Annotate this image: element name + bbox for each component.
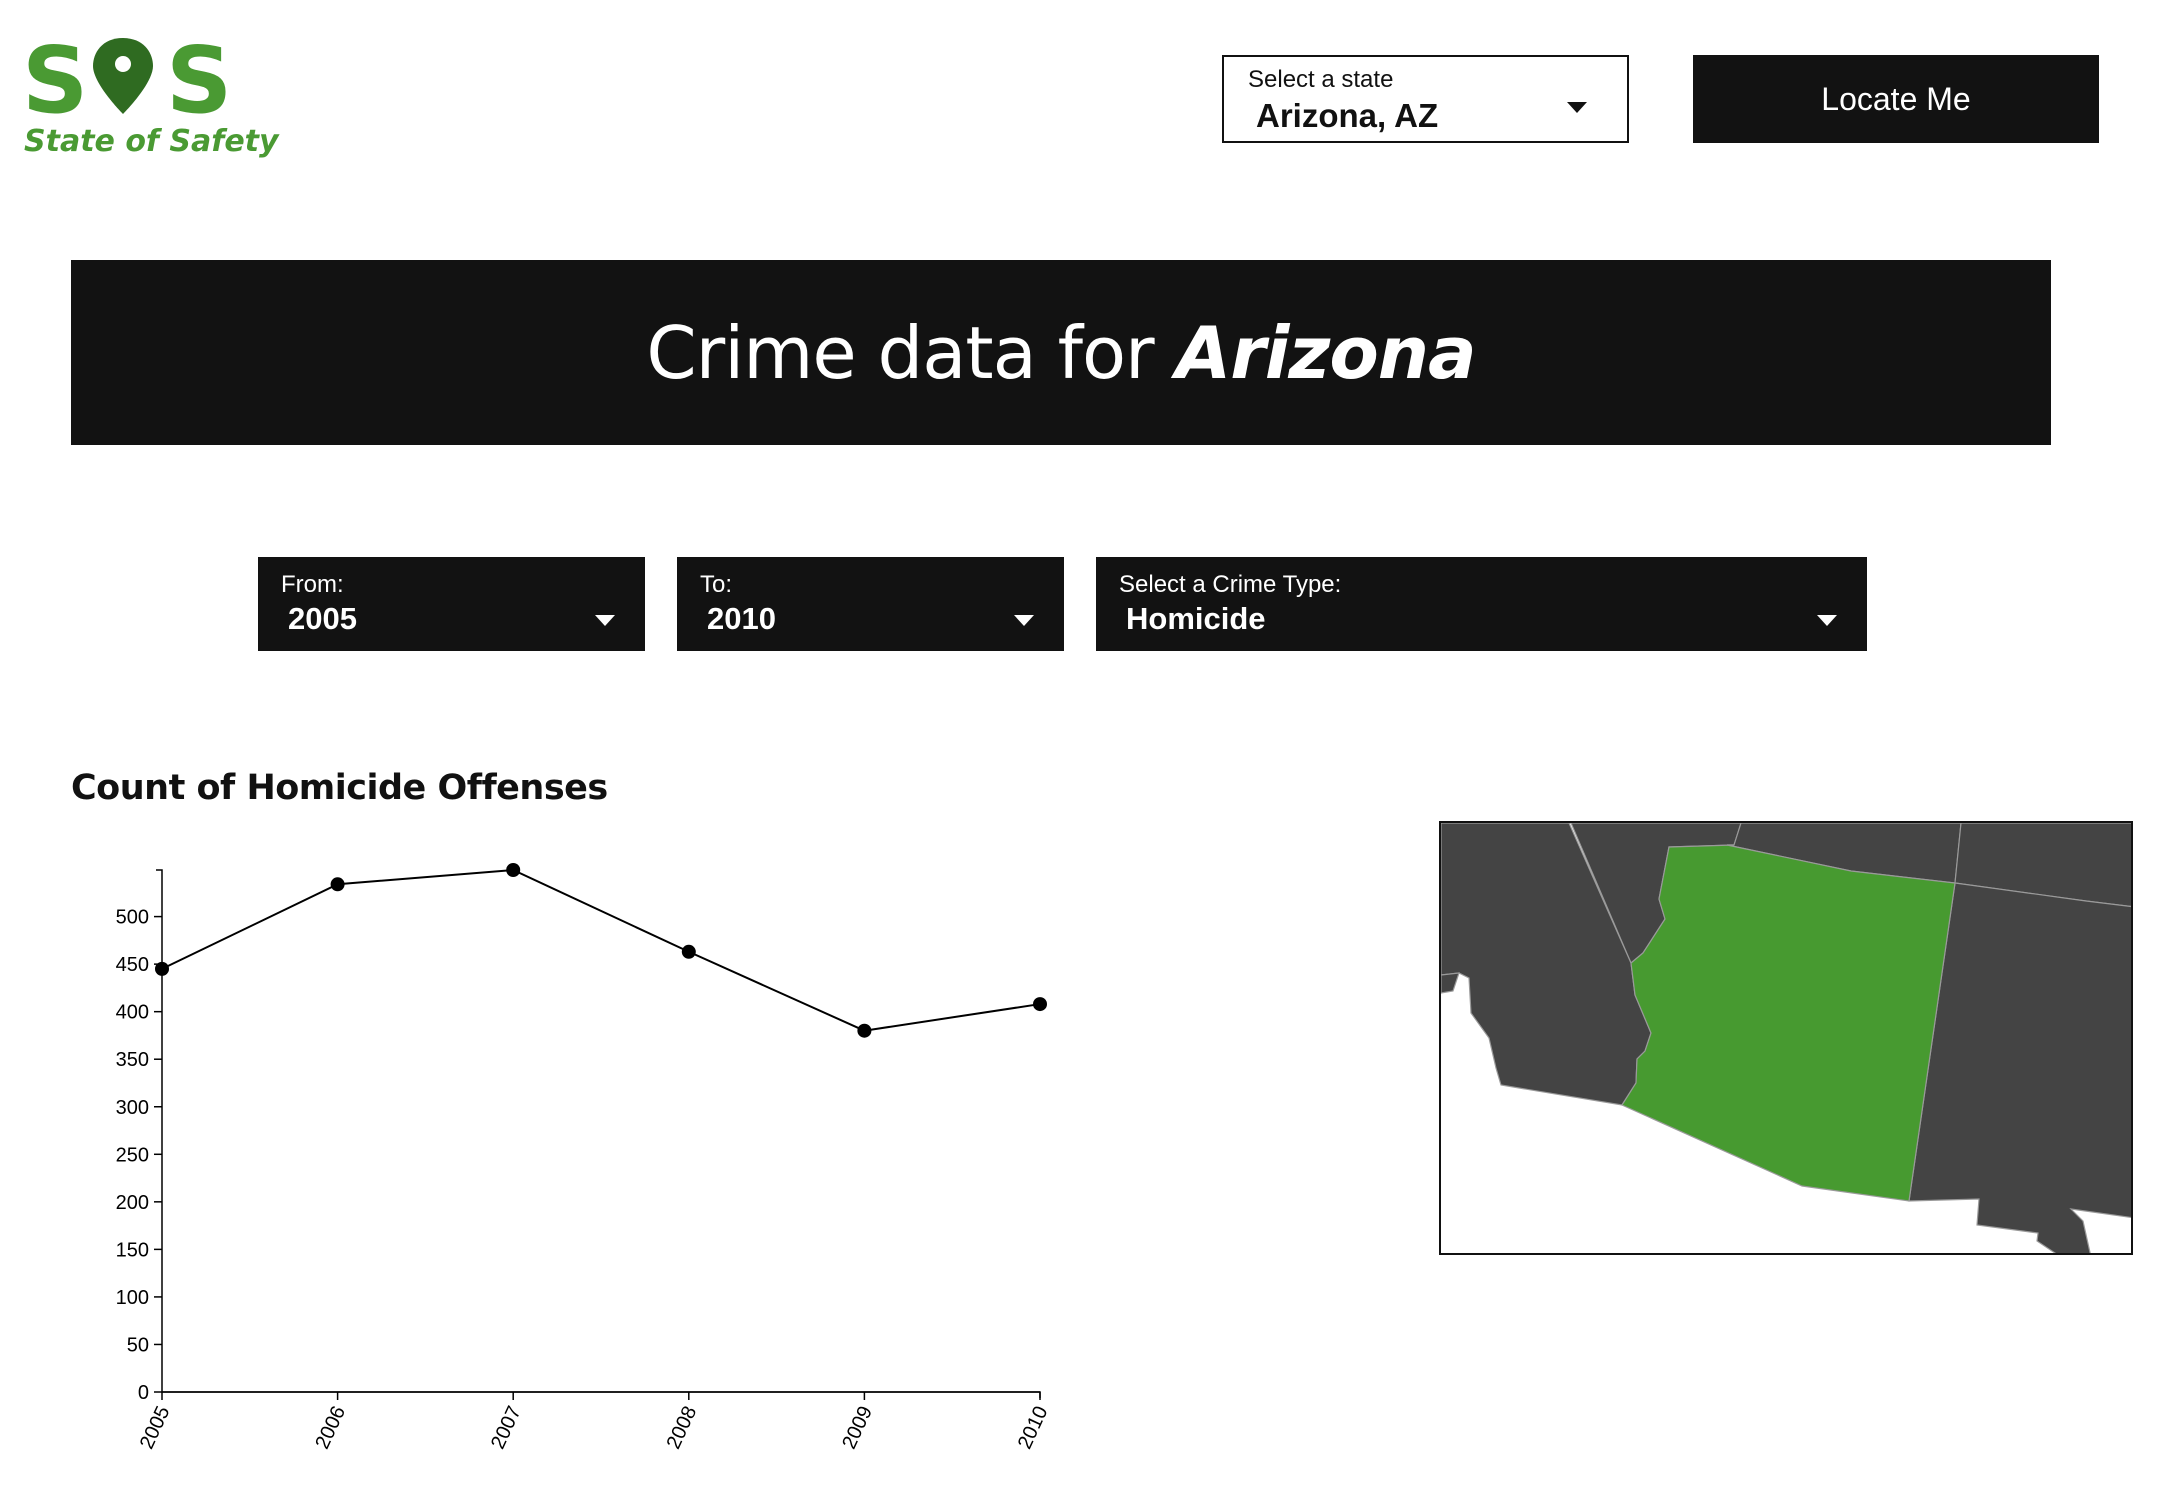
to-year-value: 2010 xyxy=(707,601,776,636)
y-tick-label: 500 xyxy=(116,907,149,929)
x-tick-label: 2007 xyxy=(487,1403,526,1453)
chevron-down-icon xyxy=(1567,102,1587,113)
from-year-label: From: xyxy=(281,571,344,598)
x-tick-label: 2010 xyxy=(1014,1403,1053,1453)
map-state-new-mexico xyxy=(1908,882,2131,1253)
page-title: Crime data for Arizona xyxy=(646,310,1477,395)
x-tick-label: 2008 xyxy=(663,1403,702,1453)
data-point xyxy=(330,877,345,892)
state-map[interactable] xyxy=(1439,821,2133,1255)
data-point xyxy=(857,1023,872,1038)
chevron-down-icon xyxy=(1014,615,1034,626)
y-tick-label: 50 xyxy=(127,1334,149,1356)
data-point xyxy=(1033,997,1047,1012)
crime-type-value: Homicide xyxy=(1126,601,1266,636)
chevron-down-icon xyxy=(595,615,615,626)
y-tick-label: 0 xyxy=(138,1382,149,1404)
map-state-arizona xyxy=(1621,844,1956,1202)
locate-me-button[interactable]: Locate Me xyxy=(1693,55,2099,143)
data-point xyxy=(155,961,169,976)
y-tick-label: 450 xyxy=(116,954,149,976)
data-point xyxy=(506,863,521,877)
y-tick-label: 350 xyxy=(116,1049,149,1071)
map-state-mexico-coast xyxy=(1441,972,1460,994)
y-tick-label: 200 xyxy=(116,1192,149,1214)
from-year-select[interactable]: From: 2005 xyxy=(258,557,645,651)
y-tick-label: 100 xyxy=(116,1287,149,1309)
neighbor-states xyxy=(1441,823,2131,1253)
y-tick-label: 150 xyxy=(116,1239,149,1261)
series-line xyxy=(161,868,1041,1032)
page-title-prefix: Crime data for xyxy=(646,310,1154,395)
page-title-state: Arizona xyxy=(1175,310,1477,395)
crime-type-label: Select a Crime Type: xyxy=(1119,571,1342,598)
y-tick-label: 250 xyxy=(116,1144,149,1166)
state-map-svg xyxy=(1441,823,2131,1253)
x-tick-label: 2009 xyxy=(838,1403,877,1453)
x-tick-label: 2005 xyxy=(136,1403,175,1453)
crime-type-select[interactable]: Select a Crime Type: Homicide xyxy=(1096,557,1867,651)
to-year-label: To: xyxy=(700,571,733,598)
from-year-value: 2005 xyxy=(288,601,357,636)
sos-logo[interactable]: S S State of Safety xyxy=(22,34,279,164)
svg-text:S: S xyxy=(166,34,232,126)
y-tick-label: 300 xyxy=(116,1097,149,1119)
y-tick-label: 400 xyxy=(116,1002,149,1024)
sos-logo-mark: S S xyxy=(22,34,232,126)
y-axis-line xyxy=(156,869,1041,1398)
to-year-select[interactable]: To: 2010 xyxy=(677,557,1064,651)
state-select[interactable]: Select a state Arizona, AZ xyxy=(1222,55,1629,143)
data-point xyxy=(681,944,696,959)
map-pin-icon xyxy=(93,38,153,114)
chevron-down-icon xyxy=(1817,615,1837,626)
homicide-line-chart: 0 50 100 150 200 250 300 350 400 450 500 2005 2006 20… xyxy=(116,863,1053,1453)
chart-title: Count of Homicide Offenses xyxy=(71,768,608,808)
state-select-label: Select a state xyxy=(1248,66,1394,93)
x-tick-label: 2006 xyxy=(311,1403,350,1453)
state-select-value: Arizona, AZ xyxy=(1256,97,1439,134)
page-banner: Crime data for Arizona xyxy=(71,260,2051,445)
logo-tagline: State of Safety xyxy=(24,124,279,159)
svg-text:S: S xyxy=(22,34,88,126)
